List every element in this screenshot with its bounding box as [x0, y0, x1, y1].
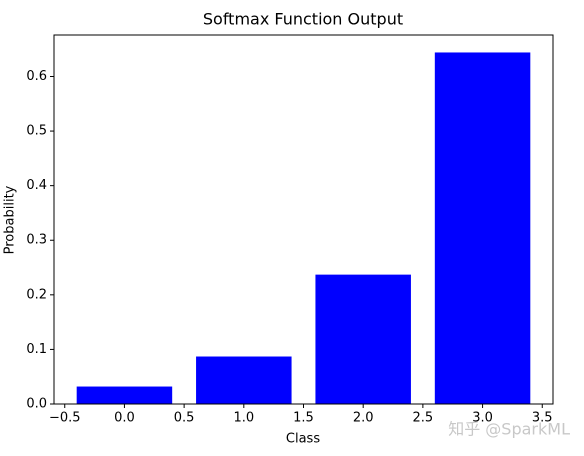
x-tick-label: 3.5 [532, 411, 553, 426]
bar [315, 274, 411, 404]
x-tick-label: 3.0 [472, 411, 493, 426]
x-tick-label: 2.5 [413, 411, 434, 426]
x-tick-label: 1.0 [233, 411, 254, 426]
x-tick-label: −0.5 [49, 411, 81, 426]
x-tick-label: 1.5 [293, 411, 314, 426]
y-tick-label: 0.2 [26, 287, 47, 302]
bar [434, 52, 531, 404]
x-axis-label: Class [286, 432, 320, 447]
y-tick-label: 0.1 [26, 342, 47, 357]
plot-frame [53, 34, 554, 405]
chart-title: Softmax Function Output [203, 10, 403, 29]
x-tick-label: 0.5 [174, 411, 195, 426]
bar [196, 356, 292, 404]
y-tick-label: 0.5 [26, 124, 47, 139]
y-axis-label: Probability [3, 185, 18, 254]
y-tick-label: 0.6 [26, 69, 47, 84]
y-tick-label: 0.4 [26, 178, 47, 193]
watermark: 知乎 @SparkML [448, 420, 570, 439]
bar [76, 386, 173, 404]
x-tick-label: 2.0 [353, 411, 374, 426]
y-tick-label: 0.0 [26, 397, 47, 412]
y-tick-label: 0.3 [26, 233, 47, 248]
x-tick-label: 0.0 [114, 411, 135, 426]
